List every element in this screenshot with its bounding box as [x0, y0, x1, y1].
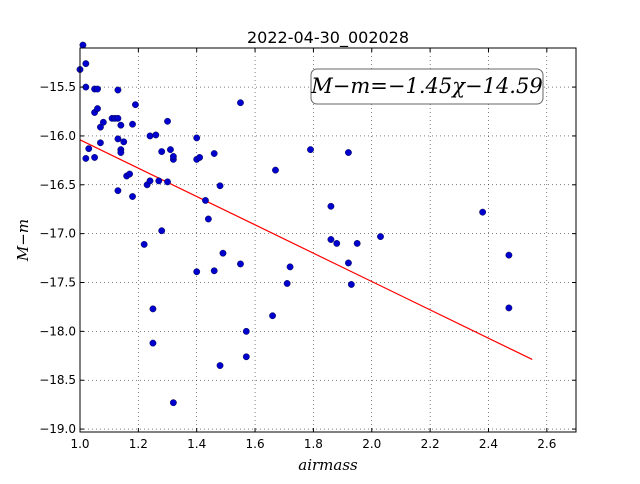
data-point: [219, 249, 227, 257]
y-tick-label: −18.0: [39, 324, 76, 338]
data-point: [204, 215, 212, 223]
data-point: [377, 233, 384, 240]
data-point: [146, 177, 154, 185]
data-point: [149, 339, 157, 347]
data-point: [283, 280, 291, 287]
data-point: [216, 362, 224, 369]
data-point: [146, 132, 154, 140]
data-point: [152, 131, 160, 139]
x-tick-label: 2.6: [537, 437, 556, 451]
data-point: [237, 260, 244, 268]
x-tick-label: 2.2: [421, 437, 440, 451]
data-point: [237, 99, 244, 107]
fit-line: [79, 139, 533, 360]
data-point: [169, 399, 177, 407]
y-axis-label: M−m: [14, 219, 32, 262]
data-point: [140, 240, 148, 248]
data-point: [114, 187, 122, 195]
plot-frame: [79, 47, 577, 433]
data-point: [164, 178, 171, 186]
data-point: [196, 154, 204, 161]
data-point: [345, 259, 352, 267]
data-point: [114, 114, 122, 122]
data-point: [345, 149, 352, 156]
x-tick-label: 1.4: [187, 437, 206, 451]
data-point: [333, 240, 341, 247]
data-point: [155, 177, 163, 185]
data-point: [505, 251, 513, 259]
data-point: [169, 153, 177, 160]
data-point: [286, 263, 294, 271]
data-point: [216, 182, 224, 190]
y-tick-label: −17.5: [39, 276, 76, 290]
data-point: [117, 121, 125, 129]
data-point: [114, 135, 122, 143]
y-tick-label: −17.0: [39, 227, 76, 241]
data-point: [120, 138, 128, 146]
data-point: [272, 166, 279, 174]
data-point: [327, 202, 335, 210]
y-tick-label: −15.5: [39, 80, 76, 94]
data-point: [149, 305, 157, 313]
data-point: [91, 154, 98, 161]
chart-title: 2022-04-30_002028: [247, 28, 409, 48]
data-point: [307, 146, 314, 154]
data-point: [327, 236, 335, 243]
y-tick-label: −18.5: [39, 373, 76, 387]
data-point: [94, 85, 101, 93]
data-point: [353, 240, 361, 247]
x-tick-label: 1.6: [246, 437, 265, 451]
data-point: [97, 123, 104, 131]
data-point: [158, 227, 166, 235]
fit-layer: [79, 139, 533, 360]
x-tick-label: 2.4: [479, 437, 498, 451]
data-point: [117, 149, 125, 156]
data-point: [505, 304, 513, 312]
y-tick-label: −16.0: [39, 129, 76, 143]
x-tick-label: 2.0: [362, 437, 381, 451]
data-point: [242, 353, 250, 361]
data-point: [193, 134, 201, 142]
ticks-layer: 1.0 1.2 1.4 1.6 1.8 2.0 2.2 2.4 2.6 −15.5 −16.0 −16…: [39, 48, 576, 451]
data-point: [242, 327, 250, 335]
data-point: [126, 170, 134, 178]
data-point: [210, 150, 218, 157]
data-point: [114, 86, 122, 94]
x-tick-label: 1.2: [129, 437, 148, 451]
data-point: [94, 105, 101, 112]
x-tick-label: 1.8: [304, 437, 323, 451]
data-point: [129, 120, 136, 128]
data-point: [479, 208, 487, 216]
data-point: [210, 267, 218, 275]
data-point: [158, 148, 166, 155]
grid-layer: [79, 48, 576, 432]
y-tick-label: −16.5: [39, 178, 76, 192]
data-point: [82, 60, 90, 68]
data-point: [132, 101, 139, 109]
x-axis-label: airmass: [298, 456, 358, 474]
data-point: [202, 197, 209, 204]
y-tick-label: −19.0: [39, 422, 76, 436]
data-point: [79, 41, 87, 49]
data-point: [97, 139, 104, 147]
data-point: [347, 281, 355, 288]
fit-equation-annotation: M−m=−1.45χ−14.59: [310, 74, 542, 98]
data-point: [193, 268, 201, 276]
points-layer: [76, 41, 513, 407]
data-point: [82, 155, 90, 162]
data-point: [269, 312, 276, 320]
annotation-box: [310, 68, 544, 105]
x-tick-label: 1.0: [70, 437, 89, 451]
data-point: [85, 145, 93, 153]
data-point: [164, 117, 171, 125]
data-point: [129, 193, 136, 200]
data-point: [167, 146, 174, 154]
